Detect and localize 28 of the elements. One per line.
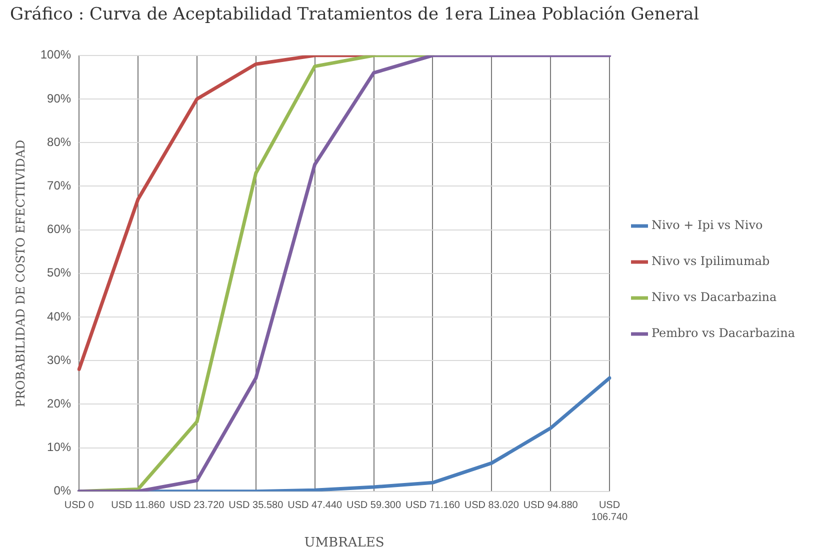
y-tick-label: 30% — [47, 352, 72, 367]
y-tick-label: 60% — [47, 222, 72, 236]
y-tick-label: 80% — [47, 134, 72, 149]
y-tick-label: 90% — [47, 91, 72, 106]
legend-label: Pembro vs Dacarbazina — [652, 326, 796, 340]
y-tick-label: 40% — [47, 309, 72, 324]
y-tick-label: 20% — [47, 396, 72, 411]
x-tick-label: USD 106.740 — [591, 500, 628, 524]
x-tick-label: USD 83.020 — [464, 500, 520, 512]
y-tick-label: 100% — [40, 48, 72, 62]
x-tick-label: USD 11.860 — [111, 500, 166, 512]
y-tick-label: 50% — [47, 266, 72, 280]
y-tick-label: 0% — [54, 484, 72, 498]
chart-title: Gráfico : Curva de Aceptabilidad Tratamientos de 1era Linea Población General — [10, 4, 700, 25]
x-tick-label: USD 23.720 — [170, 500, 225, 512]
x-tick-label: USD 71.160 — [405, 500, 460, 512]
y-tick-label: 70% — [47, 178, 72, 193]
y-tick-label: 10% — [47, 440, 72, 454]
x-tick-label: USD 59.300 — [346, 500, 402, 512]
x-tick-label: USD 94.880 — [523, 500, 578, 512]
x-axis-title: UMBRALES — [304, 536, 384, 551]
y-axis-title: PROBABILIDAD DE COSTO EFECTIIVIDAD — [13, 140, 28, 408]
legend-label: Nivo vs Ipilimumab — [652, 254, 770, 268]
x-tick-label: USD 35.580 — [228, 500, 284, 512]
legend-label: Nivo + Ipi vs Nivo — [652, 218, 763, 232]
x-tick-label: USD 0 — [64, 500, 94, 512]
legend-label: Nivo vs Dacarbazina — [652, 290, 777, 304]
x-tick-label: USD 47.440 — [288, 500, 343, 512]
